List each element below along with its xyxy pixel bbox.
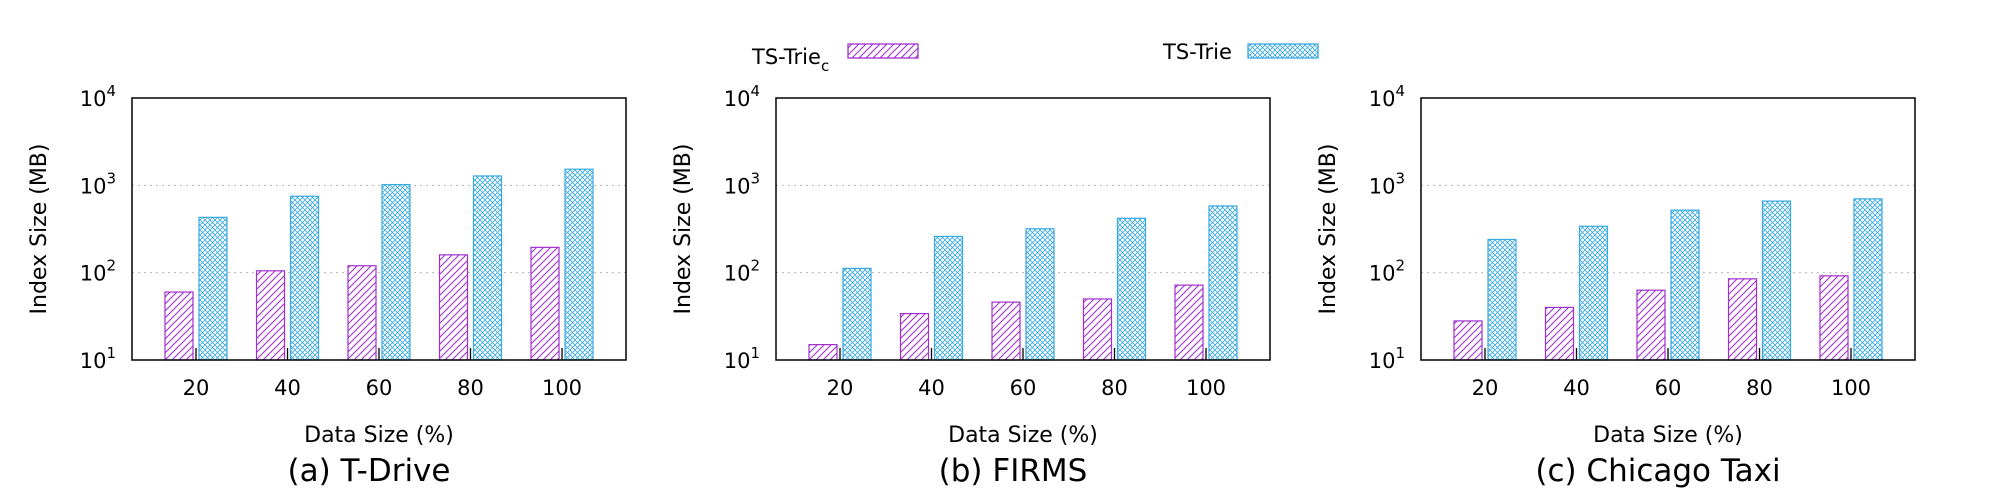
y-tick-label: 102 — [724, 257, 760, 286]
bar-series-0-20 — [1453, 320, 1483, 361]
bar-series-0-20 — [808, 344, 838, 361]
panel-caption: (c) Chicago Taxi — [1535, 453, 1780, 489]
panel-caption: (a) T-Drive — [288, 453, 451, 489]
bar-series-1-20 — [1487, 238, 1517, 361]
x-tick-label: 100 — [1831, 376, 1871, 400]
bar-series-1-40 — [1578, 225, 1609, 361]
x-tick-label: 40 — [918, 376, 945, 400]
bar-series-1-80 — [1116, 217, 1147, 361]
bar-series-1-100 — [1853, 198, 1883, 361]
bar-series-1-20 — [842, 267, 872, 361]
legend-swatch — [847, 43, 919, 59]
x-tick-label: 40 — [1563, 376, 1590, 400]
bar-series-0-80 — [1082, 298, 1113, 361]
legend-item-0: TS-Triec — [751, 43, 919, 75]
y-tick-label: 104 — [724, 82, 760, 111]
bar-series-0-40 — [255, 270, 286, 361]
x-tick-label: 100 — [542, 376, 582, 400]
x-axis-label: Data Size (%) — [1593, 423, 1743, 448]
x-tick-label: 60 — [1655, 376, 1682, 400]
x-axis-label: Data Size (%) — [948, 423, 1098, 448]
bar-series-0-60 — [991, 301, 1021, 361]
bar-series-1-60 — [1025, 228, 1055, 361]
bar-series-1-80 — [472, 175, 503, 361]
x-tick-label: 40 — [274, 376, 301, 400]
x-tick-label: 80 — [1101, 376, 1128, 400]
y-tick-label: 104 — [80, 82, 116, 111]
bar-series-0-100 — [1819, 275, 1849, 361]
bar-series-0-20 — [164, 291, 194, 361]
legend-item-1: TS-Trie — [1162, 40, 1319, 64]
chart-panel-1: 101 102 103 104 20 40 60 80 100 Data Size (%) Inde… — [671, 82, 1271, 489]
x-tick-label: 20 — [183, 376, 210, 400]
y-tick-label: 102 — [1369, 257, 1405, 286]
y-tick-label: 101 — [80, 344, 116, 373]
x-tick-label: 20 — [827, 376, 854, 400]
y-tick-label: 103 — [80, 169, 116, 198]
bar-series-1-60 — [381, 183, 411, 361]
legend-swatch — [1247, 43, 1319, 59]
bar-series-1-100 — [1208, 205, 1238, 361]
legend-label: TS-Trie — [1162, 40, 1232, 64]
bar-series-0-60 — [1636, 289, 1666, 361]
bar-series-1-60 — [1670, 209, 1700, 361]
bar-series-0-100 — [1174, 284, 1204, 361]
x-tick-label: 80 — [457, 376, 484, 400]
x-axis-label: Data Size (%) — [304, 423, 454, 448]
x-tick-label: 20 — [1472, 376, 1499, 400]
y-tick-label: 103 — [724, 169, 760, 198]
legend: TS-Triec TS-Trie — [751, 40, 1319, 75]
y-tick-label: 101 — [1369, 344, 1405, 373]
chart-panel-0: 101 102 103 104 20 40 60 80 100 Data Size (%) Inde… — [27, 82, 627, 489]
x-tick-label: 60 — [366, 376, 393, 400]
y-tick-label: 104 — [1369, 82, 1405, 111]
bar-series-1-40 — [289, 195, 320, 361]
bar-series-0-40 — [1544, 306, 1575, 361]
y-axis-label: Index Size (MB) — [671, 144, 696, 315]
bar-series-0-80 — [438, 254, 469, 361]
y-axis-label: Index Size (MB) — [27, 144, 52, 315]
bar-series-1-20 — [198, 216, 228, 361]
bar-series-0-40 — [899, 312, 930, 361]
y-tick-label: 103 — [1369, 169, 1405, 198]
bar-series-1-100 — [564, 168, 594, 361]
legend-label: TS-Triec — [751, 45, 829, 75]
y-tick-label: 101 — [724, 344, 760, 373]
x-tick-label: 100 — [1186, 376, 1226, 400]
bar-series-0-80 — [1727, 278, 1758, 361]
y-tick-label: 102 — [80, 257, 116, 286]
y-axis-label: Index Size (MB) — [1316, 144, 1341, 315]
bar-series-1-80 — [1761, 200, 1792, 361]
x-tick-label: 60 — [1010, 376, 1037, 400]
bar-series-1-40 — [933, 235, 964, 361]
bar-series-0-60 — [347, 265, 377, 361]
chart-panels: 101 102 103 104 20 40 60 80 100 Data Size (%) Inde… — [27, 82, 1916, 489]
panel-caption: (b) FIRMS — [939, 453, 1088, 489]
bar-series-0-100 — [530, 246, 560, 361]
x-tick-label: 80 — [1746, 376, 1773, 400]
chart-panel-2: 101 102 103 104 20 40 60 80 100 Data Size (%) Inde… — [1316, 82, 1916, 489]
